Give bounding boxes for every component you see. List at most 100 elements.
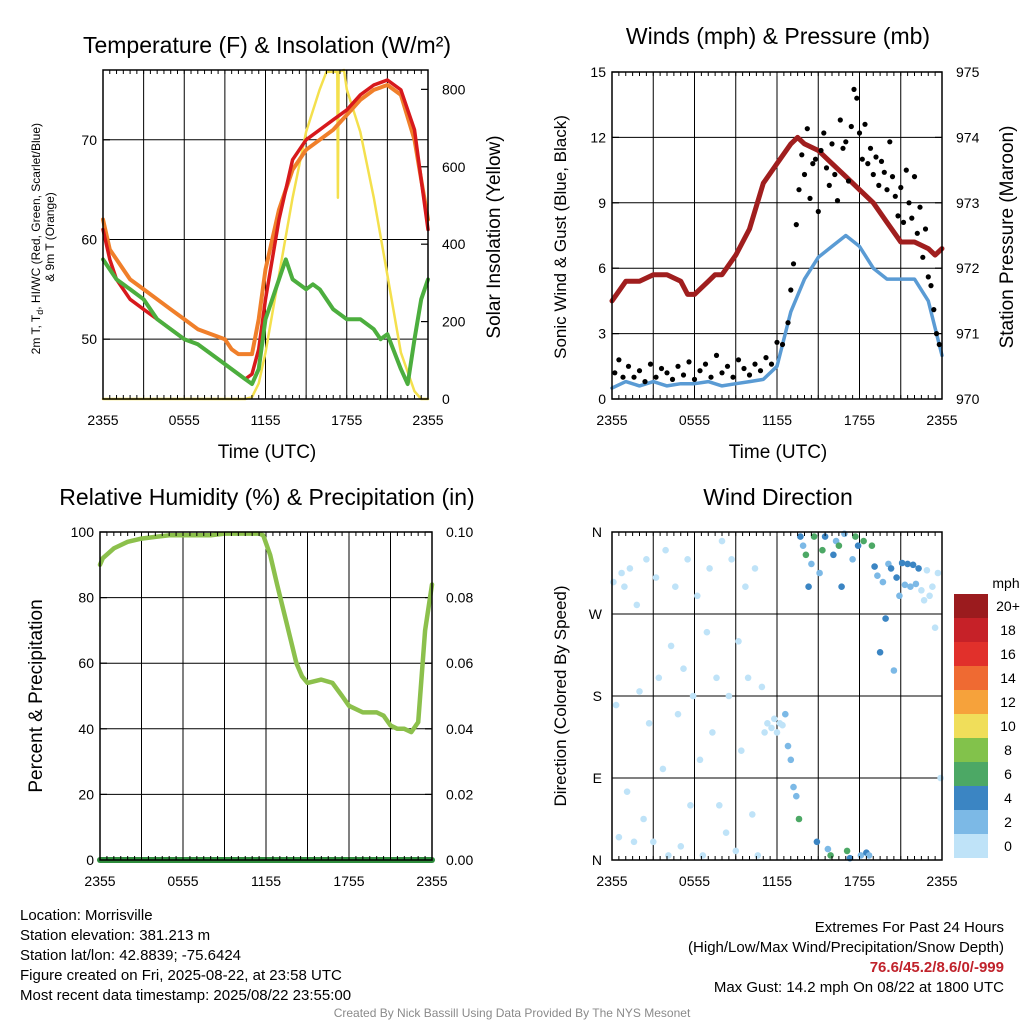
direction-point [621,583,628,590]
gust-point [801,171,808,178]
direction-point [923,567,931,574]
temperature-right-y-tick-label: 0 [442,391,450,407]
humidity-x-tick-label: 2355 [416,873,447,889]
direction-point [633,601,641,609]
direction-point [784,742,792,750]
direction-point [816,569,823,577]
direction-point [680,665,687,672]
direction-point [937,774,944,782]
direction-point [876,649,884,656]
speed-legend-swatch [954,642,988,666]
direction-point [716,802,723,809]
winds-x-axis-label: Time (UTC) [729,442,828,463]
humidity-right-y-tick-label: 0.08 [446,590,473,606]
humidity-right-y-tick-label: 0.00 [446,852,473,868]
speed-legend-label: 10 [1000,718,1016,734]
gust-point [746,372,753,378]
temperature-x-tick-label: 0555 [169,412,200,428]
direction-point [652,574,660,581]
gust-point [832,171,838,178]
direction-point [764,720,771,727]
credit-text: Created By Nick Bassill Using Data Provi… [333,1006,691,1020]
winds-y-axis-label: Sonic Wind & Gust (Blue, Black) [551,115,570,359]
gust-point [719,370,725,376]
gust-point [843,139,849,145]
wind_direction-x-tick-label: 1755 [844,873,875,889]
speed-legend-label: 2 [1004,814,1012,830]
winds-y-tick-label: 15 [590,64,606,80]
direction-point [709,729,716,736]
direction-point [735,638,742,645]
gust-point [741,365,747,372]
elevation-text: Station elevation: 381.213 m [20,927,211,944]
speed-legend-label: 8 [1004,742,1012,758]
direction-point [909,561,917,569]
gust-point [867,145,874,151]
direction-point [754,852,762,859]
winds-right-y-tick-label: 974 [956,129,980,145]
gust-point [854,95,860,101]
gust-point [612,370,618,376]
winds-x-tick-label: 0555 [679,412,710,428]
gust-point [768,361,775,367]
temperature-x-tick-label: 2355 [87,412,118,428]
direction-point [703,628,711,636]
direction-point [887,565,895,572]
direction-point [854,542,862,549]
direction-point [838,583,845,590]
gust-point [856,130,863,136]
winds-right-y-tick-label: 972 [956,260,980,276]
created-text: Figure created on Fri, 2025-08-22, at 23… [20,967,342,984]
gust-point [826,182,832,188]
humidity-precipitation-panel: Relative Humidity (%) & Precipitation (i… [26,484,475,889]
winds-right-y-tick-label: 970 [956,391,980,407]
temperature-x-tick-label: 1155 [250,412,280,428]
direction-point [808,560,815,568]
direction-point [706,565,713,572]
dewpoint-line [101,257,430,386]
direction-point [650,838,657,846]
gust-point [724,363,731,369]
direction-point [901,581,909,589]
humidity-right-y-tick-label: 0.04 [446,721,473,737]
direction-point [907,583,914,590]
gust-point [658,365,665,372]
gust-point [873,154,879,160]
gust-point [834,198,841,204]
temperature-right-y-tick-label: 800 [442,81,466,97]
direction-point [893,574,900,581]
direction-point [934,569,942,577]
direction-point [630,838,638,846]
gust-point [625,363,632,369]
direction-point [904,560,911,568]
temperature-chart-title: Temperature (F) & Insolation (W/m²) [83,32,451,58]
gust-point [810,161,816,167]
temperature-right-y-tick-label: 400 [442,236,466,252]
direction-point [795,815,803,823]
direction-point [643,556,650,563]
speed-legend-swatch [954,690,988,714]
direction-point [849,556,856,563]
direction-point [687,802,694,809]
direction-point [696,756,704,764]
humidity-chart-title: Relative Humidity (%) & Precipitation (i… [59,484,474,510]
gust-point [785,320,791,326]
humidity-x-tick-label: 1155 [251,873,281,889]
gust-point [757,368,764,374]
direction-y-tick-label: W [589,606,603,622]
gust-point [922,226,929,232]
direction-point [610,578,617,586]
speed-legend-label: 14 [1000,670,1016,686]
direction-point [742,583,749,590]
gust-point [713,352,720,358]
gust-point [616,357,622,363]
speed-legend-label: 16 [1000,646,1016,662]
direction-y-axis-label: Direction (Colored By Speed) [551,585,570,806]
gust-point [933,331,940,337]
gust-point [887,139,893,145]
direction-y-tick-label: E [593,770,602,786]
humidity-right-y-tick-label: 0.06 [446,655,473,671]
direction-point [810,533,818,540]
gust-point [878,158,885,164]
